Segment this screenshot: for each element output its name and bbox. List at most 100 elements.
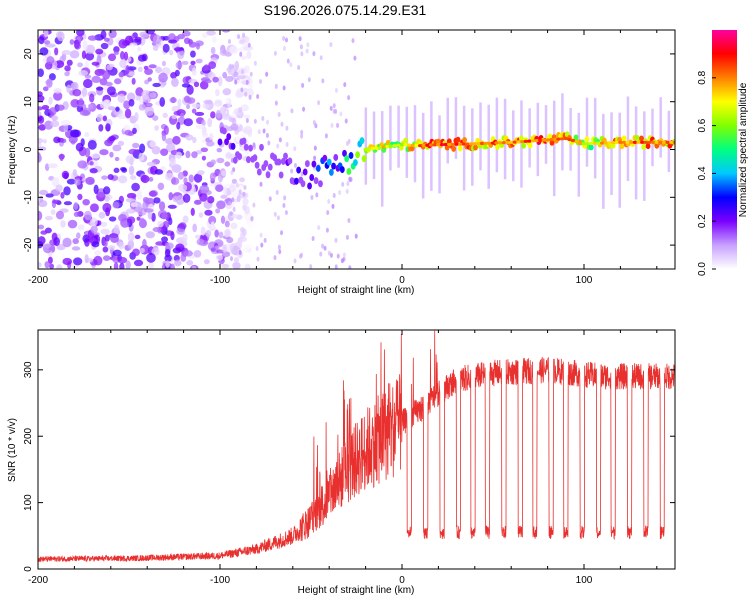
- spectrogram-noise-cell: [208, 61, 217, 69]
- spectrogram-noise-cell: [266, 119, 270, 125]
- spectrogram-noise-cell: [140, 174, 150, 184]
- spectrogram-ridge-cell: [641, 143, 647, 150]
- spectrogram-noise-cell: [152, 82, 161, 88]
- spectrogram-noise-cell: [125, 197, 135, 203]
- spectrogram-noise-cell: [168, 217, 173, 226]
- spectrogram-noise-cell: [239, 177, 245, 183]
- spectrogram-noise-cell: [38, 110, 42, 117]
- snr-series-line: [38, 330, 675, 563]
- spectrogram-noise-cell: [125, 155, 135, 164]
- spectrogram-noise-cell: [173, 110, 182, 116]
- spectrogram-noise-cell: [230, 170, 234, 176]
- spectrogram-noise-cell: [38, 262, 42, 268]
- spectrogram-noise-cell: [196, 238, 205, 246]
- spectrogram-noise-cell: [102, 71, 111, 80]
- spectrogram-noise-cell: [299, 253, 303, 259]
- spectrogram-noise-cell: [241, 55, 247, 60]
- spectrogram-noise-cell: [329, 105, 333, 111]
- spectrogram-harmonic-spike: [626, 96, 630, 181]
- spectrogram-noise-cell: [170, 177, 180, 185]
- spectrogram-noise-cell: [195, 124, 205, 129]
- spectrogram-noise-cell: [231, 118, 237, 126]
- spectrogram-noise-cell: [330, 122, 334, 128]
- spectrogram-ridge-core: [589, 141, 594, 146]
- spectrogram-noise-cell: [145, 231, 155, 239]
- spectrogram-noise-cell: [278, 137, 282, 143]
- spectrogram-noise-cell: [178, 184, 188, 192]
- spectrogram-noise-cell: [55, 210, 65, 220]
- spectrogram-noise-cell: [346, 181, 350, 187]
- spectrogram-noise-cell: [152, 44, 159, 51]
- spectrogram-noise-cell: [163, 125, 169, 135]
- spectrogram-ridge-core: [468, 142, 474, 146]
- spectrogram-ridge-cell: [265, 171, 271, 179]
- spectrogram-noise-cell: [274, 100, 278, 106]
- spectrogram-harmonic-spike: [421, 112, 425, 199]
- spectrogram-ridge-cell: [287, 157, 293, 165]
- spectrogram-noise-cell: [131, 182, 140, 192]
- spectrogram-noise-cell: [354, 233, 358, 239]
- spectrogram-ridge-cell: [547, 133, 553, 140]
- spectrogram-noise-cell: [282, 85, 286, 91]
- spectrogram-noise-cell: [107, 245, 116, 250]
- spectrogram-ridge-cell: [331, 162, 336, 170]
- spectrogram-ridge-core: [665, 140, 670, 144]
- spectrogram-ridge-cell: [232, 156, 238, 164]
- spectrogram-noise-cell: [276, 143, 280, 149]
- spectrogram-marks: [38, 30, 675, 269]
- spectrogram-noise-cell: [117, 113, 127, 120]
- spectrogram-ridge-cell: [313, 177, 319, 185]
- spectrogram-noise-cell: [243, 185, 247, 191]
- spectrogram-noise-cell: [347, 138, 351, 144]
- spectrogram-ridge-core: [381, 145, 386, 149]
- spectrogram-noise-cell: [284, 210, 288, 216]
- spectrogram-ridge-core: [410, 143, 416, 147]
- spectrogram-noise-cell: [188, 174, 194, 183]
- spectrogram-noise-cell: [210, 46, 216, 55]
- spectrogram-noise-cell: [161, 212, 168, 220]
- spectrogram-noise-cell: [329, 252, 333, 258]
- spectrogram-ridge-cell: [304, 160, 310, 168]
- spectrogram-noise-cell: [221, 170, 227, 177]
- spectrogram-ridge-core: [498, 141, 503, 145]
- spectrogram-noise-cell: [112, 201, 120, 209]
- spectrogram-harmonic-spike: [552, 100, 556, 197]
- spectrogram-noise-cell: [135, 95, 141, 101]
- spectrogram-noise-cell: [244, 263, 251, 269]
- spectrogram-noise-cell: [73, 39, 80, 49]
- spectrogram-noise-cell: [54, 47, 59, 56]
- spectrogram-noise-cell: [89, 168, 98, 174]
- spectrogram-harmonic-spike: [389, 105, 392, 171]
- spectrogram-noise-cell: [123, 51, 129, 61]
- spectrogram-noise-cell: [147, 261, 155, 269]
- spectrogram-noise-cell: [70, 98, 80, 108]
- spectrogram-noise-cell: [265, 71, 269, 77]
- spectrogram-noise-cell: [273, 211, 277, 217]
- spectrogram-noise-cell: [134, 36, 142, 43]
- spectrogram-noise-cell: [178, 222, 187, 230]
- spectrogram-ridge-cell: [621, 135, 627, 142]
- spectrogram-ridge-core: [516, 140, 521, 144]
- spectrogram-noise-cell: [257, 129, 261, 135]
- spectrogram-noise-cell: [77, 160, 88, 169]
- spectrogram-noise-cell: [63, 201, 73, 206]
- spectrogram-ridge-core: [418, 144, 423, 148]
- spectrogram-ridge-core: [399, 143, 405, 147]
- spectrogram-noise-cell: [109, 151, 114, 158]
- spectrogram-noise-cell: [53, 91, 63, 101]
- spectrogram-noise-cell: [221, 251, 231, 258]
- spectrogram-noise-cell: [144, 68, 153, 75]
- spectrogram-ridge-cell: [248, 144, 253, 152]
- spectrogram-noise-cell: [273, 255, 277, 261]
- spectrogram-noise-cell: [50, 120, 60, 128]
- spectrogram-noise-cell: [139, 143, 146, 154]
- spectrogram-noise-cell: [204, 209, 213, 216]
- spectrogram-noise-cell: [73, 257, 83, 266]
- spectrogram-ridge-core: [541, 138, 547, 142]
- spectrogram-noise-cell: [76, 30, 85, 37]
- spectrogram-ridge-cell: [221, 127, 227, 135]
- spectrogram-ridge-cell: [584, 136, 590, 143]
- spectrogram-noise-cell: [77, 224, 85, 231]
- spectrogram-noise-cell: [192, 223, 198, 233]
